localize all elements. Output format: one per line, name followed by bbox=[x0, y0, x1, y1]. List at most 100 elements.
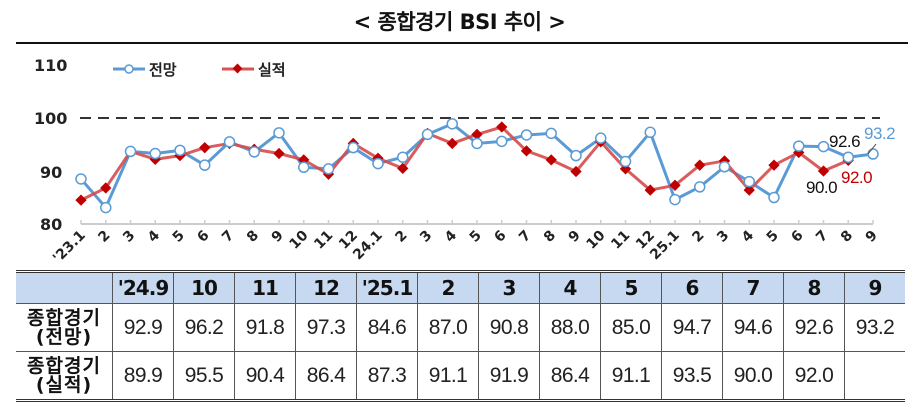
x-tick-label: 5 bbox=[764, 228, 782, 246]
table-header: 4 bbox=[539, 271, 601, 304]
x-tick-label: 8 bbox=[838, 228, 856, 246]
actual-point-marker bbox=[446, 137, 458, 150]
forecast-point-marker bbox=[322, 163, 335, 175]
x-tick-label: 10 bbox=[286, 227, 311, 252]
table-cell: 91.8 bbox=[234, 303, 296, 352]
table-row-forecast: 종합경기 (전망) 92.9 96.2 91.8 97.3 84.6 87.0 9… bbox=[16, 303, 905, 352]
forecast-point-marker bbox=[619, 155, 632, 168]
table-cell: 86.4 bbox=[539, 351, 601, 401]
row-label-actual: 종합경기 (실적) bbox=[16, 351, 113, 401]
table-header-corner bbox=[16, 271, 113, 304]
x-ticks bbox=[80, 220, 874, 224]
forecast-point-marker bbox=[124, 145, 137, 158]
forecast-point-marker bbox=[199, 159, 211, 171]
bsi-table: '24.9 10 11 12 '25.1 2 3 4 5 6 7 8 9 종합경… bbox=[16, 270, 905, 402]
actual-point-marker bbox=[273, 147, 285, 160]
table-cell: 92.6 bbox=[783, 303, 845, 352]
x-tick-label: 25.1 bbox=[647, 228, 683, 264]
actual-point-marker bbox=[768, 159, 780, 171]
y-tick-80: 80 bbox=[40, 215, 62, 234]
table-header: 11 bbox=[234, 271, 296, 304]
x-tick-label: 10 bbox=[583, 227, 608, 252]
forecast-point-marker bbox=[545, 127, 557, 140]
forecast-point-marker bbox=[768, 191, 780, 204]
table-cell: 87.3 bbox=[356, 351, 418, 401]
table-header: 3 bbox=[478, 271, 540, 304]
table-header: 2 bbox=[417, 271, 479, 304]
table-cell: 87.0 bbox=[417, 303, 479, 352]
forecast-point-marker bbox=[793, 140, 805, 152]
table-header: 6 bbox=[661, 271, 723, 304]
chart-title: < 종합경기 BSI 추이 > bbox=[353, 10, 566, 34]
x-tick-label: 3 bbox=[417, 228, 435, 246]
x-tick-label: 2 bbox=[95, 228, 113, 246]
table-header: '25.1 bbox=[356, 271, 418, 304]
table-cell: 97.3 bbox=[295, 303, 357, 352]
x-tick-label: 11 bbox=[311, 228, 336, 253]
forecast-point-marker bbox=[520, 129, 533, 141]
forecast-point-marker bbox=[743, 175, 755, 188]
table-cell: 93.2 bbox=[844, 303, 905, 352]
table-cell: 84.6 bbox=[356, 303, 418, 352]
x-tick-label: 7 bbox=[516, 228, 534, 246]
forecast-point-marker bbox=[694, 181, 706, 193]
table-cell: 91.1 bbox=[417, 351, 479, 401]
x-tick-label: 9 bbox=[269, 228, 287, 246]
actual-point-marker bbox=[669, 179, 681, 191]
actual-point-marker bbox=[471, 128, 483, 141]
table-row-actual: 종합경기 (실적) 89.9 95.5 90.4 86.4 87.3 91.1 9… bbox=[16, 351, 905, 401]
legend-forecast-label: 전망 bbox=[149, 61, 177, 79]
forecast-point-marker bbox=[372, 157, 384, 170]
table-cell: 90.4 bbox=[234, 351, 296, 401]
table-cell: 95.5 bbox=[173, 351, 235, 401]
x-tick-label: 2 bbox=[689, 228, 707, 246]
actual-point-marker bbox=[545, 154, 557, 166]
forecast-point-marker bbox=[248, 146, 260, 158]
y-tick-90: 90 bbox=[40, 163, 62, 182]
line-chart: 110 100 90 80 전망 실적 '23.1 2 3 4 5 6 7 8 9 10 11 122… bbox=[34, 56, 896, 266]
x-tick-label: 6 bbox=[491, 228, 509, 246]
table-header: 12 bbox=[295, 271, 357, 304]
table-header: 8 bbox=[783, 271, 845, 304]
forecast-point-marker bbox=[669, 193, 681, 206]
table-header: '24.9 bbox=[112, 271, 174, 304]
forecast-point-marker bbox=[149, 147, 161, 160]
table-cell: 92.0 bbox=[783, 351, 845, 401]
table-cell bbox=[844, 351, 905, 401]
y-tick-110: 110 bbox=[34, 56, 67, 75]
table-cell: 91.9 bbox=[478, 351, 540, 401]
actual-point-marker bbox=[743, 184, 755, 196]
x-tick-label: 24.1 bbox=[350, 228, 386, 264]
forecast-point-marker bbox=[75, 173, 87, 185]
legend-actual-marker-icon bbox=[232, 63, 243, 74]
actual-point-marker bbox=[644, 184, 656, 196]
table-cell: 91.1 bbox=[600, 351, 662, 401]
forecast-point-marker bbox=[273, 127, 285, 139]
forecast-point-marker bbox=[496, 135, 508, 148]
actual-point-marker bbox=[75, 194, 87, 206]
x-tick-label: 4 bbox=[442, 227, 460, 245]
legend: 전망 실적 bbox=[113, 61, 286, 79]
forecast-point-marker bbox=[471, 137, 483, 150]
table-cell: 89.9 bbox=[112, 351, 174, 401]
x-tick-label: 4 bbox=[739, 227, 757, 245]
forecast-point-marker bbox=[397, 151, 409, 163]
row-label-forecast: 종합경기 (전망) bbox=[16, 303, 113, 352]
forecast-point-marker bbox=[223, 136, 236, 148]
x-tick-label: 4 bbox=[145, 227, 163, 245]
annotation-forecast-last: 93.2 bbox=[864, 124, 895, 143]
table-header: 10 bbox=[173, 271, 235, 304]
actual-point-marker bbox=[817, 165, 830, 177]
x-tick-label: 7 bbox=[813, 228, 831, 246]
forecast-point-marker bbox=[298, 161, 310, 174]
table-cell: 90.0 bbox=[722, 351, 784, 401]
actual-point-marker bbox=[520, 145, 533, 157]
table-cell: 94.7 bbox=[661, 303, 723, 352]
forecast-point-marker bbox=[174, 144, 186, 157]
forecast-point-marker bbox=[446, 118, 458, 130]
forecast-point-marker bbox=[570, 149, 582, 162]
legend-actual-label: 실적 bbox=[258, 61, 286, 79]
table-cell: 86.4 bbox=[295, 351, 357, 401]
annotation-forecast-prev: 92.6 bbox=[829, 132, 860, 151]
